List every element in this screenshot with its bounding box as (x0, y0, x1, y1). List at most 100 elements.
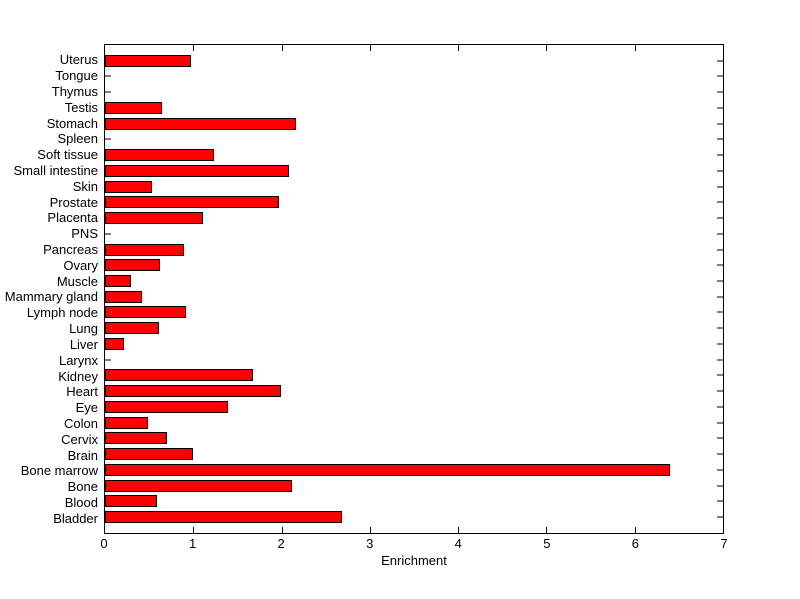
y-tick-right (717, 233, 723, 235)
x-tick-label: 5 (543, 536, 551, 551)
bar-row (105, 84, 723, 100)
category-label: Soft tissue (37, 147, 98, 163)
y-tick-right (717, 107, 723, 109)
category-label: Bone marrow (20, 463, 98, 479)
bar (105, 322, 159, 335)
y-tick-left (105, 91, 111, 93)
bar-row (105, 179, 723, 195)
bar (105, 290, 143, 303)
x-tick (281, 527, 283, 533)
bar-row (105, 226, 723, 242)
x-tick-labels: 0 1 2 3 4 5 6 7 (100, 536, 727, 553)
y-tick-right (717, 280, 723, 282)
category-label: Uterus (59, 52, 98, 68)
bar (105, 196, 279, 209)
category-label: Testis (64, 99, 98, 115)
category-label: Eye (75, 400, 98, 416)
category-label: Ovary (63, 257, 98, 273)
bar (105, 463, 671, 476)
bar-row (105, 194, 723, 210)
y-tick-right (717, 500, 723, 502)
bar-row (105, 399, 723, 415)
y-tick-right (717, 359, 723, 361)
bar-row (105, 446, 723, 462)
y-tick-right (717, 311, 723, 313)
y-tick-right (717, 453, 723, 455)
y-tick-right (717, 296, 723, 298)
y-tick-right (717, 217, 723, 219)
x-tick (634, 527, 636, 533)
bar-row (105, 336, 723, 352)
y-tick-right (717, 75, 723, 77)
category-label: Colon (64, 415, 98, 431)
x-tick (458, 527, 460, 533)
y-axis-labels: Uterus Tongue Thymus Testis Stomach Spleen Sof… (0, 44, 98, 534)
bar (105, 117, 296, 130)
y-tick-right (717, 406, 723, 408)
bar (105, 164, 289, 177)
category-label: Larynx (58, 352, 98, 368)
y-tick-right (717, 186, 723, 188)
bar-row (105, 53, 723, 69)
x-tick (193, 45, 195, 51)
y-tick-right (717, 60, 723, 62)
x-tick (546, 45, 548, 51)
x-tick (369, 527, 371, 533)
bar-row (105, 116, 723, 132)
category-label: Mammary gland (4, 289, 98, 305)
bar (105, 385, 281, 398)
category-label: Liver (69, 336, 98, 352)
bar-row (105, 210, 723, 226)
x-tick (369, 45, 371, 51)
y-axis-label-list: Uterus Tongue Thymus Testis Stomach Spleen Sof… (0, 52, 98, 526)
x-tick (193, 527, 195, 533)
category-label: Skin (72, 178, 98, 194)
bar (105, 180, 152, 193)
category-label: Brain (67, 447, 98, 463)
bar-row (105, 69, 723, 85)
category-label: Lymph node (26, 305, 98, 321)
bar (105, 495, 158, 508)
x-tick-label: 2 (277, 536, 285, 551)
bar-row (105, 147, 723, 163)
bar (105, 369, 254, 382)
category-label: Thymus (51, 83, 98, 99)
bar-row (105, 163, 723, 179)
bar (105, 212, 203, 225)
plot-area (104, 44, 724, 534)
bar-row (105, 509, 723, 525)
bar (105, 101, 162, 114)
y-tick-right (717, 264, 723, 266)
y-tick-right (717, 437, 723, 439)
bar (105, 275, 131, 287)
y-tick-right (717, 422, 723, 424)
category-label: Small intestine (13, 162, 98, 178)
y-tick-right (717, 327, 723, 329)
bar-row (105, 320, 723, 336)
y-tick-right (717, 374, 723, 376)
y-tick-right (717, 249, 723, 251)
bar-row (105, 289, 723, 305)
bar-row (105, 462, 723, 478)
y-tick-left (105, 233, 111, 235)
y-tick-right (717, 201, 723, 203)
x-tick-label: 4 (454, 536, 462, 551)
category-label: Muscle (56, 273, 98, 289)
bar (105, 337, 125, 350)
category-label: Heart (66, 384, 98, 400)
category-label: Blood (64, 495, 98, 511)
category-label: Prostate (49, 194, 98, 210)
category-label: Spleen (57, 131, 98, 147)
bar-rows (105, 53, 723, 525)
bar-row (105, 478, 723, 494)
bar-row (105, 352, 723, 368)
bar (105, 259, 160, 272)
y-tick-right (717, 469, 723, 471)
y-tick-right (717, 390, 723, 392)
y-tick-right (717, 123, 723, 125)
bar (105, 54, 191, 67)
x-tick-label: 1 (188, 536, 197, 551)
category-label: Pancreas (43, 242, 98, 258)
bar (105, 479, 293, 492)
